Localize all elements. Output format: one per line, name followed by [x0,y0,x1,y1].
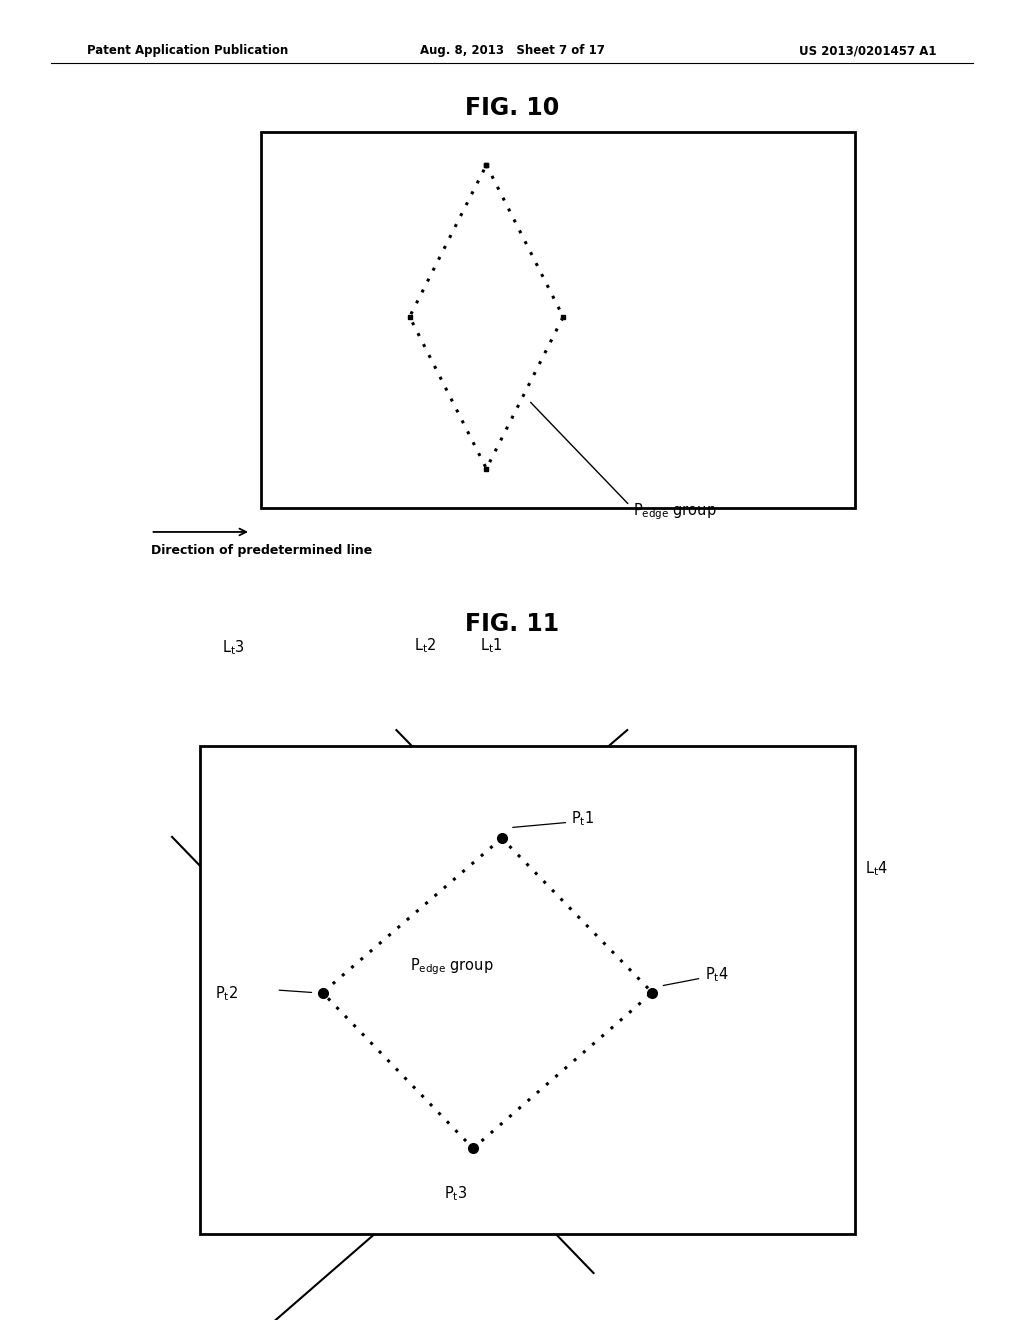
Text: P$_{\mathrm{t}}$3: P$_{\mathrm{t}}$3 [444,1184,467,1203]
Text: P$_{\mathrm{edge}}$ group: P$_{\mathrm{edge}}$ group [410,956,494,977]
Text: FIG. 10: FIG. 10 [465,96,559,120]
Text: Aug. 8, 2013   Sheet 7 of 17: Aug. 8, 2013 Sheet 7 of 17 [420,45,604,57]
Text: L$_{\mathrm{t}}$3: L$_{\mathrm{t}}$3 [222,639,245,657]
Text: P$_{\mathrm{t}}$2: P$_{\mathrm{t}}$2 [215,985,239,1003]
Text: Direction of predetermined line: Direction of predetermined line [151,544,372,557]
Text: US 2013/0201457 A1: US 2013/0201457 A1 [800,45,937,57]
Bar [261,132,855,508]
Text: Patent Application Publication: Patent Application Publication [87,45,289,57]
Text: L$_{\mathrm{t}}$4: L$_{\mathrm{t}}$4 [865,859,889,878]
Bar [200,746,855,1234]
Text: L$_{\mathrm{t}}$2: L$_{\mathrm{t}}$2 [414,636,436,655]
Text: P$_{\mathrm{edge}}$ group: P$_{\mathrm{edge}}$ group [633,502,717,523]
Text: L$_{\mathrm{t}}$1: L$_{\mathrm{t}}$1 [480,636,503,655]
Text: P$_{\mathrm{t}}$1: P$_{\mathrm{t}}$1 [571,809,595,828]
Text: FIG. 11: FIG. 11 [465,612,559,636]
Text: P$_{\mathrm{t}}$4: P$_{\mathrm{t}}$4 [705,965,728,983]
